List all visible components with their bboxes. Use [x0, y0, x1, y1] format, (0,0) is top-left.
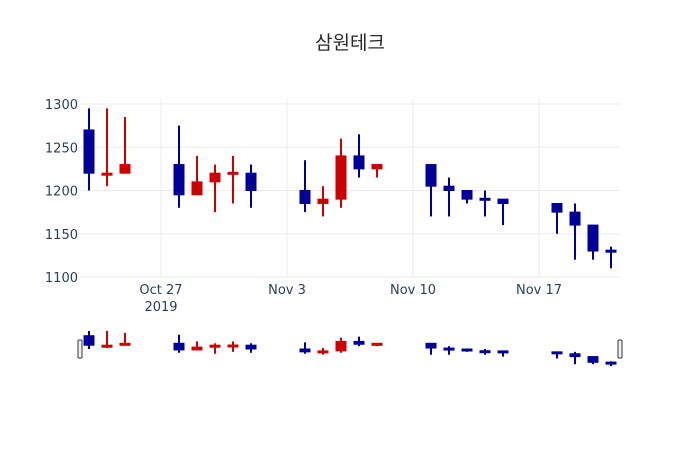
candle[interactable]	[371, 342, 383, 347]
x-tick-label: Nov 3	[268, 283, 306, 298]
candle[interactable]	[191, 341, 203, 351]
x-tick-label: Nov 17	[516, 283, 562, 298]
candle[interactable]	[371, 164, 383, 178]
candle[interactable]	[425, 164, 437, 217]
y-tick-label: 1200	[45, 185, 78, 200]
candle[interactable]	[335, 337, 347, 353]
x-axis: Oct 27 2019 Nov 3 Nov 10 Nov 17	[139, 283, 562, 315]
y-tick-label: 1150	[45, 228, 78, 243]
candle[interactable]	[245, 164, 257, 208]
candle[interactable]	[353, 336, 365, 347]
candle[interactable]	[497, 350, 509, 357]
y-axis: 1100 1150 1200 1250 1300	[45, 98, 78, 286]
y-tick-label: 1300	[45, 98, 78, 113]
candle[interactable]	[569, 351, 581, 365]
candle[interactable]	[245, 343, 257, 353]
candle[interactable]	[317, 348, 329, 355]
candle[interactable]	[551, 351, 563, 359]
candle[interactable]	[83, 330, 95, 349]
candle[interactable]	[173, 334, 185, 353]
candle[interactable]	[173, 125, 185, 208]
candle[interactable]	[209, 343, 221, 354]
candle[interactable]	[443, 177, 455, 217]
range-slider-handle[interactable]	[77, 339, 83, 359]
candle[interactable]	[587, 356, 599, 365]
gridlines	[80, 98, 620, 278]
candle[interactable]	[479, 190, 491, 217]
candle[interactable]	[587, 224, 599, 260]
candle[interactable]	[83, 108, 95, 191]
x-tick-label: Nov 10	[390, 283, 436, 298]
candle[interactable]	[335, 138, 347, 208]
candle[interactable]	[119, 332, 131, 346]
candle[interactable]	[497, 198, 509, 226]
x-tick-sublabel: 2019	[144, 300, 177, 315]
candle[interactable]	[551, 202, 563, 234]
chart-title: 삼원테크	[315, 32, 385, 54]
y-tick-label: 1100	[45, 271, 78, 286]
candle[interactable]	[119, 116, 131, 174]
candle[interactable]	[317, 186, 329, 217]
candle[interactable]	[461, 190, 473, 204]
candle[interactable]	[443, 346, 455, 355]
candle[interactable]	[569, 203, 581, 260]
range-slider-handle[interactable]	[617, 339, 623, 359]
x-tick-label: Oct 27	[139, 283, 182, 298]
candles[interactable]	[83, 108, 617, 269]
candle[interactable]	[425, 342, 437, 355]
range-slider[interactable]	[77, 330, 623, 367]
candle[interactable]	[605, 361, 617, 367]
candle[interactable]	[299, 160, 311, 213]
candle[interactable]	[479, 349, 491, 355]
candle[interactable]	[461, 348, 473, 352]
candle[interactable]	[353, 134, 365, 178]
candle[interactable]	[605, 246, 617, 269]
candle[interactable]	[299, 342, 311, 354]
candle[interactable]	[191, 155, 203, 196]
candle[interactable]	[227, 155, 239, 204]
candle[interactable]	[101, 330, 113, 349]
y-tick-label: 1250	[45, 141, 78, 156]
candle[interactable]	[209, 164, 221, 213]
candle[interactable]	[227, 341, 239, 352]
candle[interactable]	[101, 108, 113, 187]
